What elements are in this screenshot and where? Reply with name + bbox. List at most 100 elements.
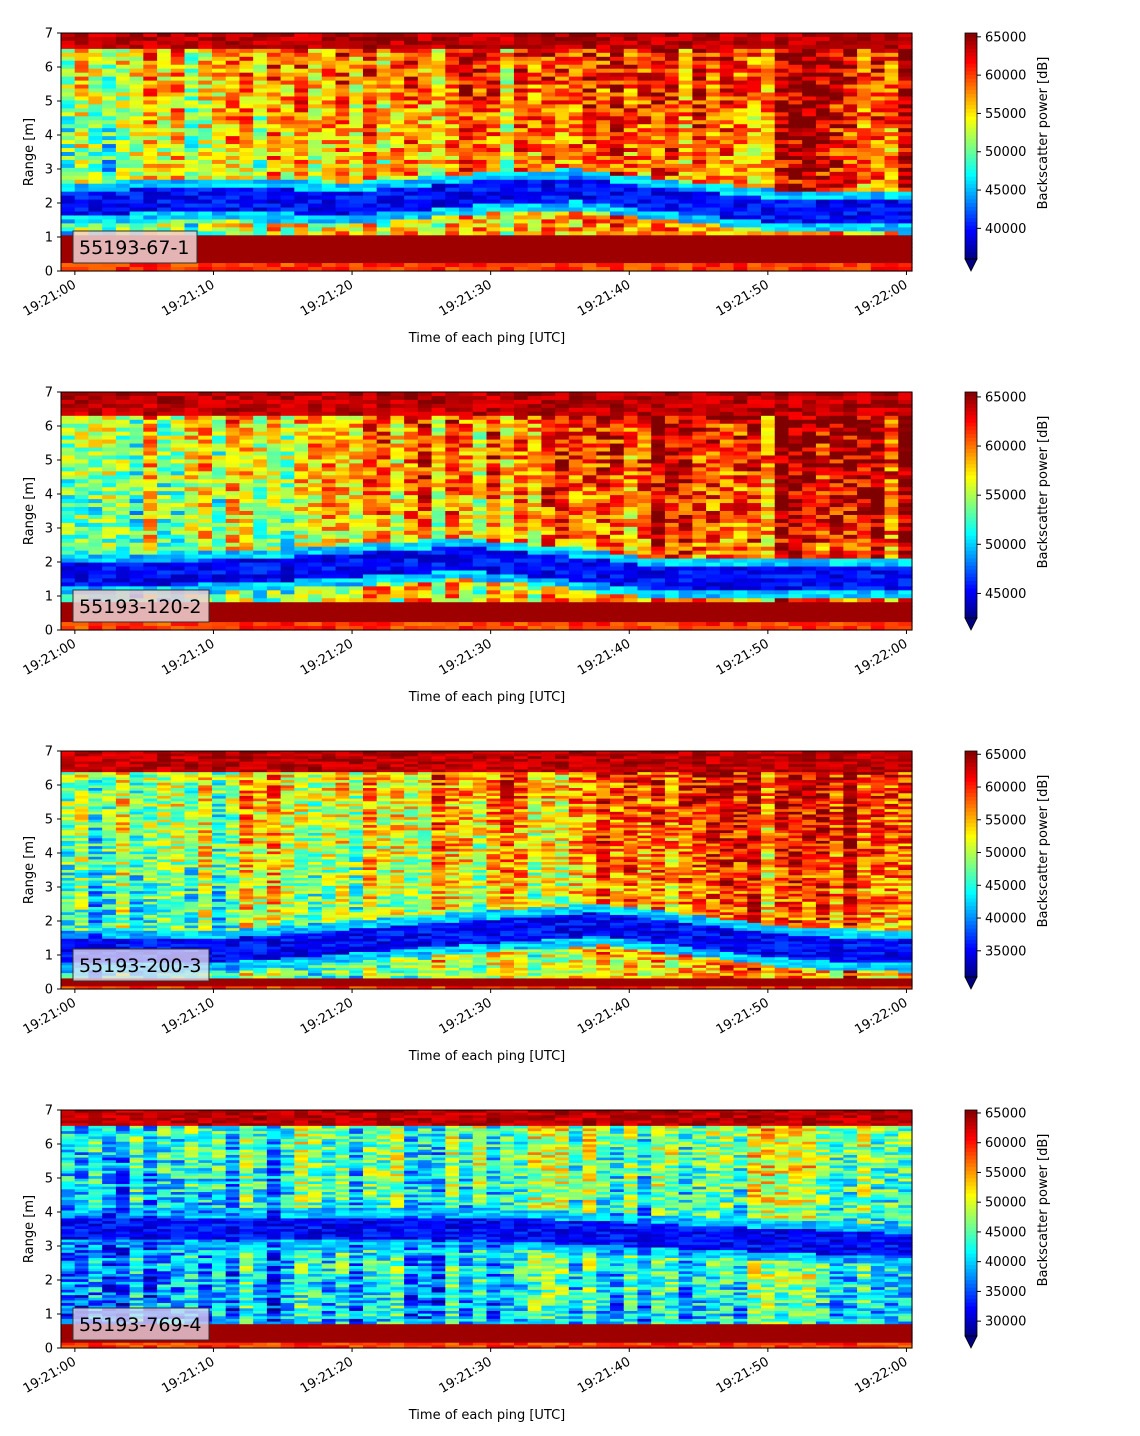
- heatmap-cell: [417, 120, 433, 125]
- heatmap-cell: [486, 163, 501, 169]
- heatmap-cell: [239, 159, 254, 165]
- heatmap-cell: [500, 56, 515, 62]
- heatmap-cell: [651, 203, 666, 209]
- heatmap-cell: [376, 251, 392, 256]
- heatmap-cell: [706, 84, 721, 90]
- heatmap-cell: [857, 144, 872, 149]
- heatmap-cell: [362, 167, 378, 173]
- heatmap-cell: [472, 247, 488, 252]
- heatmap-cell: [555, 255, 570, 260]
- heatmap-cell: [143, 152, 158, 157]
- heatmap-cell: [61, 392, 76, 397]
- heatmap-cell: [253, 239, 268, 244]
- heatmap-cell: [253, 207, 268, 213]
- heatmap-cell: [486, 235, 501, 240]
- heatmap-cell: [170, 622, 186, 627]
- heatmap-cell: [513, 72, 529, 78]
- heatmap-cell: [404, 116, 419, 121]
- heatmap-cell: [280, 451, 295, 457]
- heatmap-cell: [321, 191, 337, 197]
- heatmap-cell: [445, 183, 460, 189]
- heatmap-cell: [582, 263, 597, 268]
- heatmap-cell: [308, 395, 323, 401]
- heatmap-cell: [404, 36, 419, 42]
- heatmap-cell: [61, 140, 76, 145]
- heatmap-cell: [541, 215, 556, 221]
- heatmap-cell: [280, 594, 295, 599]
- heatmap-cell: [692, 255, 707, 260]
- heatmap-cell: [898, 108, 913, 113]
- heatmap-cell: [198, 503, 213, 508]
- heatmap-cell: [623, 243, 639, 248]
- heatmap-cell: [362, 263, 378, 268]
- heatmap-cell: [88, 435, 103, 441]
- heatmap-cell: [170, 108, 186, 113]
- heatmap-cell: [431, 235, 446, 240]
- heatmap-cell: [143, 140, 158, 145]
- heatmap-cell: [459, 191, 474, 197]
- heatmap-cell: [747, 155, 762, 161]
- heatmap-cell: [102, 33, 117, 38]
- heatmap-cell: [747, 231, 762, 236]
- heatmap-cell: [417, 48, 433, 54]
- heatmap-cell: [349, 108, 364, 113]
- heatmap-cell: [335, 251, 350, 256]
- heatmap-cell: [198, 578, 213, 583]
- heatmap-cell: [266, 199, 282, 205]
- colorbar-swatch: [965, 44, 977, 49]
- heatmap-cell: [61, 471, 76, 476]
- heatmap-cell: [719, 116, 735, 121]
- heatmap-cell: [198, 219, 213, 224]
- heatmap-cell: [61, 395, 76, 401]
- heatmap-cell: [637, 80, 652, 86]
- heatmap-cell: [170, 487, 186, 492]
- heatmap-cell: [211, 499, 227, 504]
- heatmap-cell: [61, 235, 76, 240]
- heatmap-cell: [198, 92, 213, 98]
- heatmap-cell: [61, 88, 76, 94]
- heatmap-cell: [651, 92, 666, 98]
- heatmap-cell: [431, 148, 446, 153]
- heatmap-cell: [280, 247, 295, 252]
- heatmap-cell: [61, 495, 76, 500]
- heatmap-cell: [74, 80, 90, 86]
- heatmap-cell: [211, 427, 227, 433]
- heatmap-cell: [870, 124, 886, 129]
- heatmap-cell: [184, 207, 199, 213]
- heatmap-cell: [115, 419, 131, 425]
- heatmap-cell: [211, 60, 227, 66]
- heatmap-cell: [829, 48, 844, 54]
- heatmap-cell: [225, 64, 241, 70]
- heatmap-cell: [211, 155, 227, 161]
- heatmap-cell: [623, 163, 639, 169]
- heatmap-cell: [102, 159, 117, 165]
- heatmap-cell: [184, 427, 199, 433]
- heatmap-cell: [294, 167, 309, 173]
- heatmap-cell: [417, 112, 433, 117]
- heatmap-cell: [678, 80, 693, 86]
- heatmap-cell: [898, 183, 913, 189]
- heatmap-cell: [102, 183, 117, 189]
- heatmap-cell: [280, 558, 295, 564]
- heatmap-cell: [582, 144, 597, 149]
- heatmap-cell: [898, 259, 913, 264]
- heatmap-cell: [115, 578, 131, 583]
- heatmap-cell: [664, 112, 680, 117]
- heatmap-cell: [596, 187, 611, 193]
- heatmap-cell: [829, 235, 844, 240]
- heatmap-cell: [102, 487, 117, 492]
- heatmap-cell: [266, 602, 282, 607]
- heatmap-cell: [308, 542, 323, 548]
- heatmap-cell: [500, 44, 515, 50]
- heatmap-cell: [280, 92, 295, 98]
- heatmap-cell: [294, 431, 309, 437]
- heatmap-cell: [431, 80, 446, 86]
- heatmap-cell: [308, 451, 323, 457]
- heatmap-cell: [129, 578, 144, 583]
- heatmap-cell: [102, 116, 117, 121]
- heatmap-cell: [266, 459, 282, 464]
- heatmap-cell: [74, 578, 90, 583]
- heatmap-cell: [321, 60, 337, 66]
- heatmap-cell: [486, 60, 501, 66]
